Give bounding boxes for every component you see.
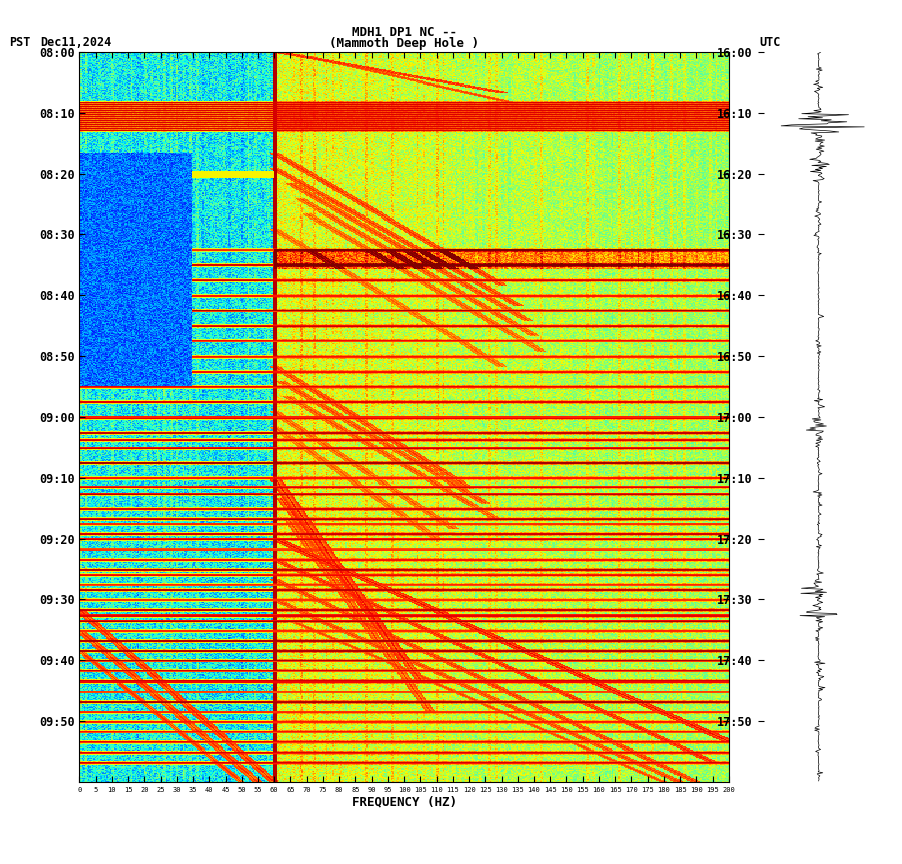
Text: Dec11,2024: Dec11,2024 [41, 36, 112, 49]
Text: (Mammoth Deep Hole ): (Mammoth Deep Hole ) [329, 37, 479, 50]
X-axis label: FREQUENCY (HZ): FREQUENCY (HZ) [352, 796, 456, 809]
Text: UTC: UTC [759, 36, 781, 49]
Text: PST: PST [9, 36, 31, 49]
Text: MDH1 DP1 NC --: MDH1 DP1 NC -- [352, 26, 456, 39]
